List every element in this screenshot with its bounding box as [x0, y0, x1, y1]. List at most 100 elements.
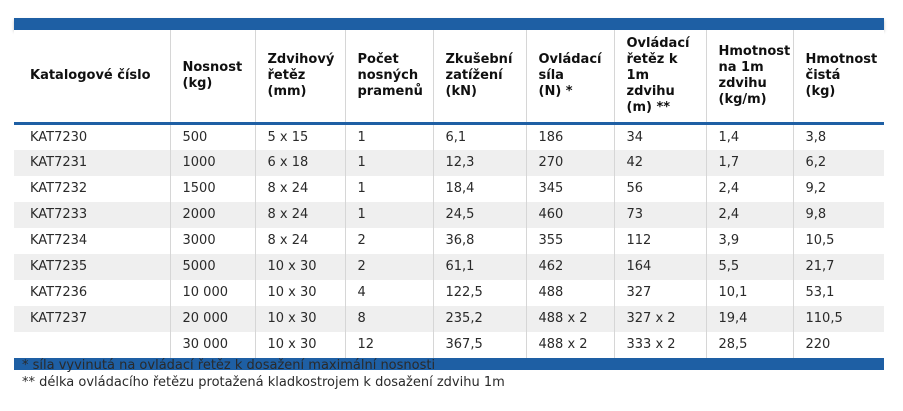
table-cell: 10 000: [169, 279, 255, 306]
table-cell: 9,8: [792, 201, 884, 228]
table-cell: 18,4: [432, 175, 526, 202]
table-row: KAT7235 5000 10 x 30 2 61,1 462 164 5,5 21,7: [14, 253, 884, 280]
table-row: KAT7231 1000 6 x 18 1 12,3 270 42 1,7 6,2: [14, 149, 884, 176]
table-cell: 3000: [169, 227, 255, 254]
table-cell: [14, 332, 170, 358]
table-cell: 355: [525, 227, 614, 254]
table-cell: 164: [613, 253, 706, 280]
column-header: Ovládací řetěz k 1m zdvihu (m) **: [613, 30, 706, 125]
table-cell: 8 x 24: [254, 227, 345, 254]
table-cell: 5 x 15: [254, 123, 345, 150]
table-cell: 20 000: [169, 305, 255, 332]
spec-table: Katalogové číslo Nosnost (kg) Zdvihový řet…: [14, 18, 884, 370]
table-cell: 5,5: [705, 253, 793, 280]
table-cell: 53,1: [792, 279, 884, 306]
table-cell: 1: [344, 175, 433, 202]
column-header: Katalogové číslo: [14, 30, 170, 125]
column-header: Hmotnost na 1m zdvihu (kg/m): [705, 30, 793, 125]
table-row: 30 000 10 x 30 12 367,5 488 x 2 333 x 2 28,5 22…: [14, 331, 884, 358]
table-cell: 2,4: [705, 201, 793, 228]
table-cell: 1: [344, 123, 433, 150]
table-cell: 2000: [169, 201, 255, 228]
table-cell: 1500: [169, 175, 255, 202]
table-cell: KAT7234: [30, 233, 88, 248]
table-cell: 122,5: [432, 279, 526, 306]
table-cell: 12,3: [432, 149, 526, 176]
table-cell: 1000: [169, 149, 255, 176]
table-top-bar: [14, 18, 884, 30]
table-cell: 1: [344, 201, 433, 228]
table-cell: 10 x 30: [254, 331, 345, 358]
footnotes: * síla vyvinutá na ovládací řetěz k dosa…: [22, 357, 505, 391]
table-cell: 488 x 2: [525, 305, 614, 332]
table-cell: 73: [613, 201, 706, 228]
table-cell: 8 x 24: [254, 175, 345, 202]
table-cell: 9,2: [792, 175, 884, 202]
table-cell: 10 x 30: [254, 279, 345, 306]
table-cell: 10,1: [705, 279, 793, 306]
table-row: KAT7232 1500 8 x 24 1 18,4 345 56 2,4 9,2: [14, 175, 884, 202]
table-cell: 1,7: [705, 149, 793, 176]
column-header: Počet nosných pramenů: [344, 30, 433, 125]
table-cell: 8: [344, 305, 433, 332]
table-row: KAT7230 500 5 x 15 1 6,1 186 34 1,4 3,8: [14, 123, 884, 150]
table-cell: 500: [169, 123, 255, 150]
table-cell: 3,8: [792, 123, 884, 150]
column-header: Zdvihový řetěz (mm): [254, 30, 345, 125]
table-cell: 2,4: [705, 175, 793, 202]
table-cell: KAT7230: [30, 129, 88, 145]
table-cell: 488 x 2: [525, 331, 614, 358]
table-cell: KAT7235: [30, 259, 88, 274]
product-spec-table: Katalogové číslo Nosnost (kg) Zdvihový řet…: [14, 30, 884, 358]
table-cell: 19,4: [705, 305, 793, 332]
table-cell: KAT7233: [30, 207, 88, 222]
table-cell: 460: [525, 201, 614, 228]
table-cell: 24,5: [432, 201, 526, 228]
table-cell: KAT7236: [30, 285, 88, 300]
column-header: Ovládací síla (N) *: [525, 30, 614, 125]
column-header: Nosnost (kg): [169, 30, 255, 125]
table-cell: 1: [344, 149, 433, 176]
table-cell: 186: [525, 123, 614, 150]
table-cell: 235,2: [432, 305, 526, 332]
table-cell: 56: [613, 175, 706, 202]
table-row: KAT7233 2000 8 x 24 1 24,5 460 73 2,4 9,8: [14, 201, 884, 228]
table-cell: 12: [344, 331, 433, 358]
table-cell: 220: [792, 331, 884, 358]
table-cell: 367,5: [432, 331, 526, 358]
table-cell: 61,1: [432, 253, 526, 280]
table-cell: 34: [613, 123, 706, 150]
table-cell: 5000: [169, 253, 255, 280]
table-cell: 6 x 18: [254, 149, 345, 176]
table-row: KAT7236 10 000 10 x 30 4 122,5 488 327 10,1 53,1: [14, 279, 884, 306]
table-cell: 8 x 24: [254, 201, 345, 228]
table-cell: KAT7232: [30, 181, 88, 196]
table-cell: 30 000: [169, 331, 255, 358]
table-header: Katalogové číslo Nosnost (kg) Zdvihový řet…: [14, 30, 884, 125]
table-cell: KAT7231: [30, 155, 88, 170]
table-cell: 270: [525, 149, 614, 176]
column-header: Zkušební zatížení (kN): [432, 30, 526, 125]
table-row: KAT7234 3000 8 x 24 2 36,8 355 112 3,9 10,5: [14, 227, 884, 254]
table-cell: 110,5: [792, 305, 884, 332]
table-cell: 2: [344, 227, 433, 254]
table-cell: 327: [613, 279, 706, 306]
table-cell: 6,2: [792, 149, 884, 176]
table-cell: 1,4: [705, 123, 793, 150]
table-cell: 10 x 30: [254, 305, 345, 332]
column-header: Hmotnost čistá (kg): [792, 30, 884, 125]
table-cell: 4: [344, 279, 433, 306]
table-cell: 333 x 2: [613, 331, 706, 358]
table-row: KAT7237 20 000 10 x 30 8 235,2 488 x 2 327 x 2…: [14, 305, 884, 332]
table-cell: 10,5: [792, 227, 884, 254]
table-cell: 36,8: [432, 227, 526, 254]
table-cell: KAT7237: [30, 311, 88, 326]
table-cell: 345: [525, 175, 614, 202]
header-row: Katalogové číslo Nosnost (kg) Zdvihový řet…: [14, 30, 884, 125]
table-cell: 28,5: [705, 331, 793, 358]
table-cell: 6,1: [432, 123, 526, 150]
table-cell: 42: [613, 149, 706, 176]
table-cell: 21,7: [792, 253, 884, 280]
table-cell: 10 x 30: [254, 253, 345, 280]
